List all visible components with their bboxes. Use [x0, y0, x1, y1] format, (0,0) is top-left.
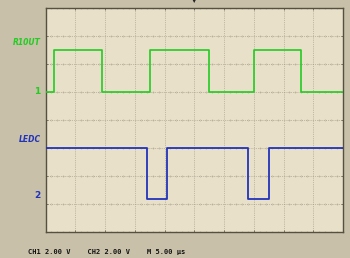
Text: CH1 2.00 V    CH2 2.00 V    M 5.00 μs: CH1 2.00 V CH2 2.00 V M 5.00 μs — [28, 249, 185, 255]
Text: 1: 1 — [35, 87, 41, 96]
Text: LEDC: LEDC — [19, 135, 41, 144]
Text: R10UT: R10UT — [13, 38, 41, 47]
Text: ▼: ▼ — [191, 0, 197, 4]
Text: 2: 2 — [35, 191, 41, 200]
